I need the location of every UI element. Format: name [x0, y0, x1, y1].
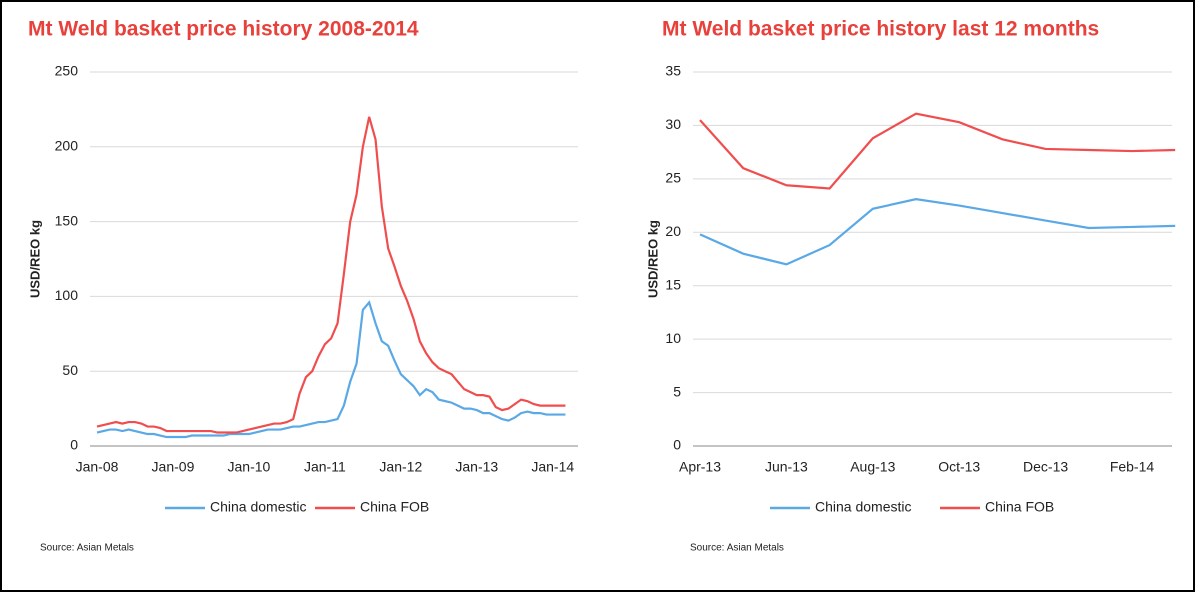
- x-tick-label: Oct-13: [938, 459, 980, 475]
- y-tick-label: 5: [673, 383, 681, 399]
- y-tick-label: 25: [665, 170, 681, 186]
- y-axis-label: USD/REO kg: [27, 220, 42, 298]
- series-line: [96, 300, 566, 439]
- y-tick-label: 30: [665, 116, 681, 132]
- x-tick-label: Apr-13: [679, 459, 721, 475]
- legend-label: China FOB: [360, 499, 429, 515]
- source-note: Source: Asian Metals: [690, 543, 784, 554]
- x-tick-label: Jan-12: [379, 459, 422, 475]
- y-tick-label: 250: [55, 63, 79, 79]
- x-tick-label: Jan-14: [531, 459, 574, 475]
- x-tick-label: Jun-13: [765, 459, 808, 475]
- y-tick-label: 150: [55, 212, 79, 228]
- y-tick-label: 15: [665, 276, 681, 292]
- y-tick-label: 0: [70, 437, 78, 453]
- legend-label: China FOB: [985, 499, 1054, 515]
- chart-title: Mt Weld basket price history last 12 mon…: [662, 18, 1099, 41]
- chart-title: Mt Weld basket price history 2008-2014: [28, 18, 419, 41]
- x-tick-label: Jan-13: [455, 459, 498, 475]
- x-tick-label: Dec-13: [1023, 459, 1068, 475]
- y-tick-label: 200: [55, 138, 79, 154]
- y-tick-label: 35: [665, 63, 681, 79]
- y-tick-label: 20: [665, 223, 681, 239]
- y-tick-label: 100: [55, 287, 79, 303]
- x-tick-label: Aug-13: [850, 459, 895, 475]
- series-line: [699, 198, 1176, 266]
- series-line: [699, 112, 1176, 190]
- x-tick-label: Feb-14: [1110, 459, 1155, 475]
- x-tick-label: Jan-08: [76, 459, 119, 475]
- x-tick-label: Jan-10: [228, 459, 271, 475]
- legend-label: China domestic: [815, 499, 912, 515]
- x-tick-label: Jan-09: [152, 459, 195, 475]
- source-note: Source: Asian Metals: [40, 543, 134, 554]
- y-tick-label: 50: [62, 362, 78, 378]
- y-tick-label: 10: [665, 330, 681, 346]
- y-tick-label: 0: [673, 437, 681, 453]
- y-axis-label: USD/REO kg: [645, 220, 660, 298]
- series-line: [96, 116, 566, 434]
- legend-label: China domestic: [210, 499, 307, 515]
- x-tick-label: Jan-11: [304, 459, 346, 475]
